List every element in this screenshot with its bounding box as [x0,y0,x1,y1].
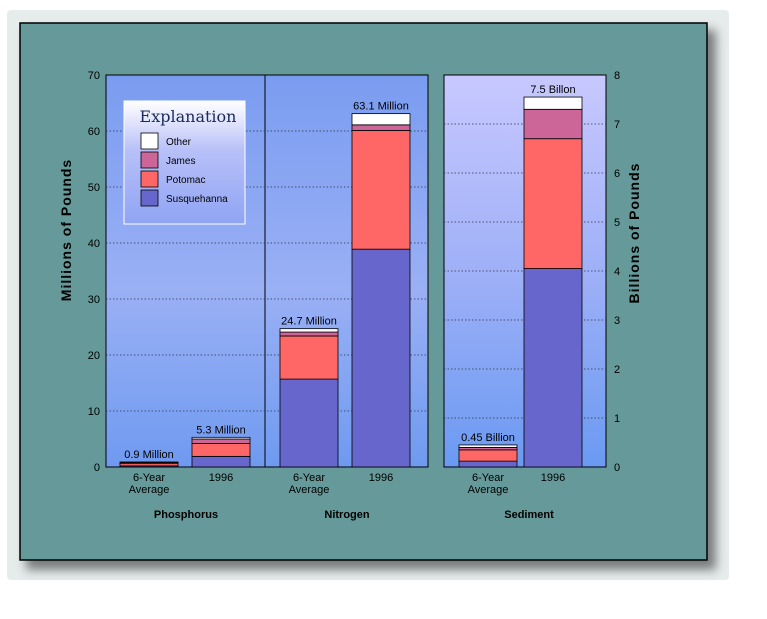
legend-label-other: Other [166,137,192,148]
bar-total-label: 7.5 Billon [530,84,575,96]
group-label-sediment: Sediment [504,509,554,521]
legend: Explanation Other James Potomac Susquehanna [123,100,246,225]
right-tick-label: 5 [614,217,620,229]
right-tick-label: 4 [614,266,620,278]
bar-segment-potomac [458,449,518,462]
legend-label-potomac: Potomac [166,175,205,186]
bar-segment-other [279,328,339,333]
category-label: 6-Year [472,472,504,484]
legend-label-susquehanna: Susquehanna [166,194,228,205]
right-axis-title: Billions of Pounds [626,163,642,304]
bar-segment-other [351,113,411,126]
category-label: 6-Year [133,472,165,484]
category-label: Average [468,484,509,496]
bar-segment-james [351,124,411,131]
bar-segment-other [119,461,179,463]
category-label: Average [129,484,170,496]
bar-total-label: 63.1 Million [353,101,409,113]
bar-total-label: 5.3 Million [196,424,246,436]
category-label: Average [289,484,330,496]
bar-segment-susquehanna [191,455,251,468]
right-tick-label: 8 [614,70,620,82]
left-tick-label: 0 [94,462,100,474]
legend-title: Explanation [140,107,237,126]
left-tick-label: 50 [88,182,100,194]
left-tick-label: 30 [88,294,100,306]
bar-total-label: 0.45 Billion [461,432,515,444]
legend-swatch-susquehanna [140,189,159,207]
bar-segment-other [191,436,251,440]
right-tick-label: 2 [614,364,620,376]
bar-segment-potomac [191,443,251,457]
category-label: 1996 [209,472,233,484]
legend-swatch-potomac [140,170,159,188]
bar-segment-other [523,96,583,110]
legend-label-james: James [166,156,195,167]
right-tick-label: 1 [614,413,620,425]
bar-total-label: 24.7 Million [281,316,337,328]
left-tick-label: 60 [88,126,100,138]
bar-total-label: 0.9 Million [124,449,174,461]
bar-segment-susquehanna [458,460,518,468]
bar-segment-other [458,444,518,448]
category-label: 6-Year [293,472,325,484]
left-tick-label: 40 [88,238,100,250]
bar-segment-potomac [523,138,583,269]
left-axis-title: Millions of Pounds [58,159,74,301]
bars-layer [119,96,583,468]
bar-segment-potomac [279,335,339,380]
bar-segment-susquehanna [279,378,339,468]
right-tick-label: 3 [614,315,620,327]
group-label-nitrogen: Nitrogen [324,509,370,521]
category-label: 1996 [369,472,393,484]
left-tick-label: 20 [88,350,100,362]
left-tick-label: 70 [88,70,100,82]
left-tick-label: 10 [88,406,100,418]
group-label-phosphorus: Phosphorus [154,509,218,521]
labels-layer: 0 10 20 30 40 50 60 70 0 1 2 3 4 5 6 7 8 0.9 Million 6-Yea… [88,70,620,521]
legend-swatch-james [140,151,159,169]
right-tick-label: 6 [614,168,620,180]
legend-swatch-other [140,132,159,150]
right-tick-label: 7 [614,119,620,131]
bar-segment-james [279,331,339,337]
bar-segment-potomac [351,130,411,250]
right-tick-label: 0 [614,462,620,474]
category-label: 1996 [541,472,565,484]
bar-segment-susquehanna [351,248,411,468]
bar-segment-susquehanna [523,268,583,468]
bar-segment-james [523,108,583,140]
bar-segment-james [191,438,251,444]
